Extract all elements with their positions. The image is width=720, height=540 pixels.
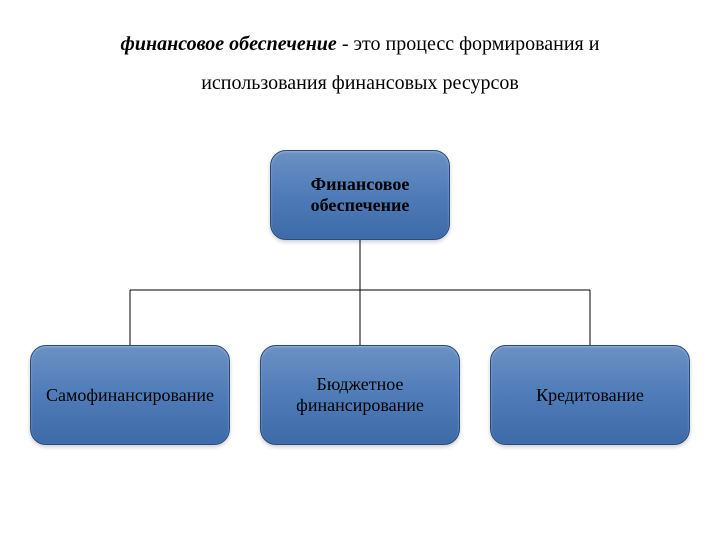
heading-line2: использования финансовых ресурсов bbox=[0, 72, 720, 95]
child-node-1: Самофинансирование bbox=[30, 345, 230, 445]
child-node-2: Бюджетное финансирование bbox=[260, 345, 460, 445]
heading-rest: - это процесс формирования и bbox=[337, 33, 600, 55]
root-node: Финансовое обеспечение bbox=[270, 150, 450, 240]
child-node-3: Кредитование bbox=[490, 345, 690, 445]
heading-bold: финансовое обеспечение bbox=[121, 33, 337, 55]
root-node-label: Финансовое обеспечение bbox=[279, 174, 441, 216]
child-node-3-label: Кредитование bbox=[536, 385, 644, 406]
child-node-1-label: Самофинансирование bbox=[46, 385, 214, 406]
child-node-2-label: Бюджетное финансирование bbox=[269, 374, 451, 416]
heading-line1: финансовое обеспечение - это процесс фор… bbox=[0, 28, 720, 60]
